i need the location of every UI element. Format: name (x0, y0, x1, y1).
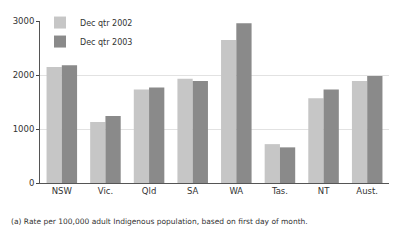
svg-text:NT: NT (318, 186, 330, 196)
svg-text:1000: 1000 (13, 124, 35, 134)
svg-text:Dec qtr 2002: Dec qtr 2002 (80, 19, 132, 28)
svg-text:(a) Rate per 100,000 adult Ind: (a) Rate per 100,000 adult Indigenous po… (11, 217, 308, 226)
svg-text:Vic.: Vic. (98, 186, 113, 196)
svg-text:Dec qtr 2003: Dec qtr 2003 (80, 38, 132, 47)
svg-text:2000: 2000 (13, 70, 35, 80)
svg-text:Aust.: Aust. (356, 186, 378, 196)
svg-text:0: 0 (29, 178, 34, 188)
svg-text:NSW: NSW (52, 186, 73, 196)
svg-text:SA: SA (187, 186, 199, 196)
svg-text:WA: WA (229, 186, 243, 196)
svg-text:Qld: Qld (142, 186, 156, 196)
svg-text:3000: 3000 (13, 16, 35, 26)
svg-text:Tas.: Tas. (271, 186, 288, 196)
